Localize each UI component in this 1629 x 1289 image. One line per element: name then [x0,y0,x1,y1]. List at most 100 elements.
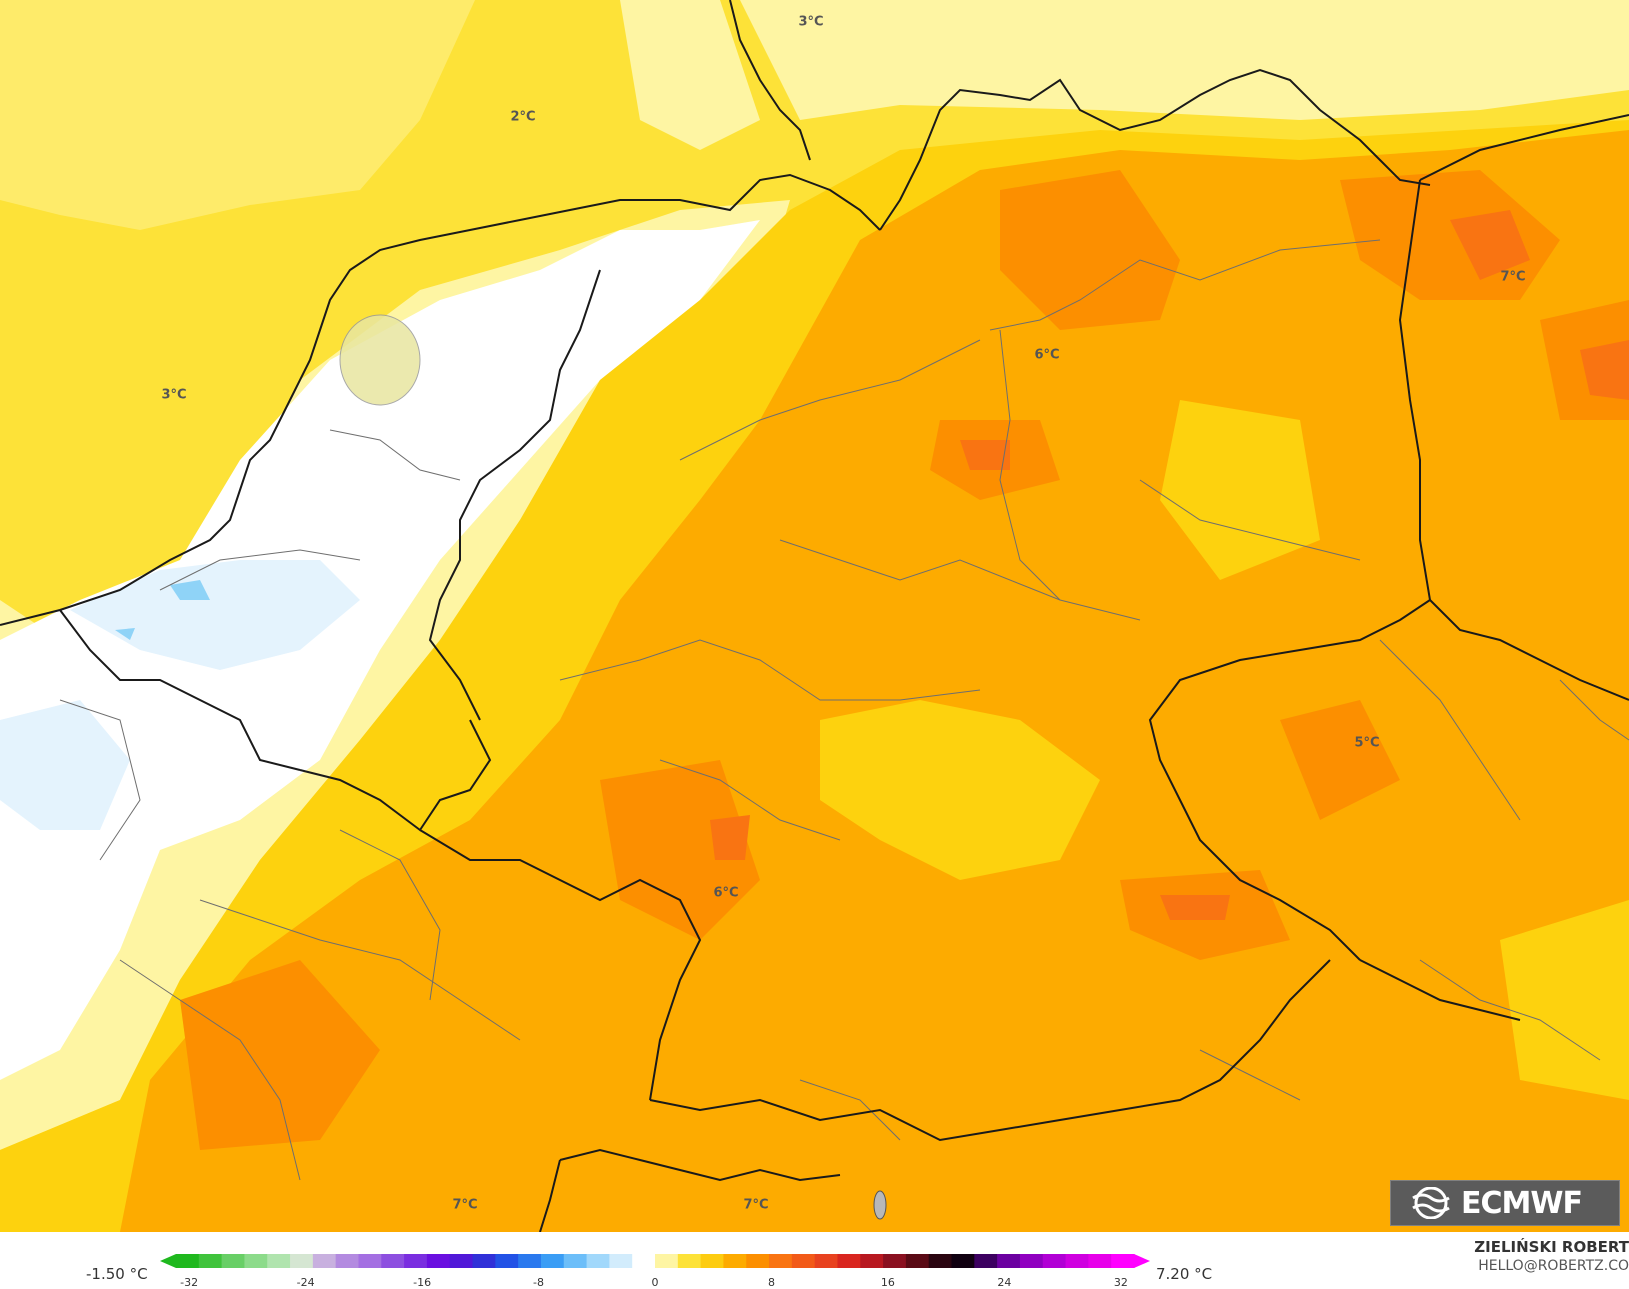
legend-tick-label: 8 [768,1276,775,1289]
colorbar-cell [1111,1254,1135,1268]
region-boundaries [59,239,1629,1181]
colorbar-cell [632,1254,656,1268]
dark-orange-southwest [600,760,760,940]
border-netherlands-germany [428,269,601,721]
legend-tick-label: 32 [1113,1276,1128,1289]
colorbar-cell [951,1254,975,1268]
pale-zone-baltic [740,0,1629,120]
colorbar-cell [563,1254,588,1268]
colorbar-cell [426,1254,451,1268]
border-germany-poland [1398,179,1431,601]
orange-zone-main [120,130,1629,1232]
iso-label-7c-south: 7°C [743,1197,769,1213]
author-email: HELLO@ROBERTZ.CO [1478,1258,1629,1274]
dark-orange-north [1000,170,1180,330]
colorbar-cell [244,1254,268,1268]
ecmwf-logo: ECMWF [1390,1180,1620,1226]
pale-blue-zone-2 [0,700,130,830]
coast-baltic-east [1419,114,1629,181]
colorbar-cell [540,1254,565,1268]
region-line-11 [339,829,441,1001]
colorbar-cell [312,1254,337,1268]
region-line-14 [1379,639,1521,821]
colorbar-cell [176,1254,200,1268]
colorbar-cell [221,1254,246,1268]
colorbar-cell [883,1254,907,1268]
pale-zone-top-left [0,0,475,230]
colorbar-cell [974,1254,998,1268]
border-germany-czech [1148,599,1431,961]
colorbar-left-arrow [160,1254,176,1268]
colorbar-cell [928,1254,953,1268]
region-line-7 [779,539,1141,621]
national-borders [0,0,1629,1232]
white-zone [0,220,760,1080]
colorbar-cell [358,1254,382,1268]
border-france-germany [419,829,702,1101]
region-line-9 [659,759,841,841]
colorbar-cell [472,1254,496,1268]
border-switzerland [559,1148,841,1182]
region-line-17 [799,1079,901,1141]
region-line-1 [329,429,461,481]
colorbar-cell [677,1254,702,1268]
deep-orange-spot-northeast [1450,210,1530,280]
iso-label-6c-north: 6°C [1034,347,1060,363]
colorbar-cell [814,1254,839,1268]
border-luxembourg [299,719,492,832]
temperature-map[interactable] [0,0,1629,1232]
legend-tick-label: 24 [997,1276,1012,1289]
colorbar-cell [404,1254,428,1268]
ecmwf-wordmark: ECMWF [1461,1185,1583,1221]
legend-tick-label: 0 [651,1276,659,1289]
dark-orange-far-southwest [180,960,380,1150]
lake-ijsselmeer [339,314,421,406]
iso-label-7c-northeast: 7°C [1500,269,1526,285]
colorbar-cell [1065,1254,1089,1268]
region-line-15 [1419,959,1601,1061]
border-austria-south [1359,959,1521,1021]
colorbar-cell [1088,1254,1112,1268]
colorbar-cell [791,1254,816,1268]
iso-label-3c-north: 3°C [798,14,824,30]
colorbar-cell [586,1254,610,1268]
colorbar-right-arrow [1134,1254,1150,1268]
region-line-3 [59,699,141,861]
border-france-switzerland [539,1159,561,1232]
region-line-8 [559,639,981,701]
colorbar-cell [655,1254,679,1268]
colorbar-cell [905,1254,930,1268]
max-temp-label: 7.20 °C [1156,1265,1213,1283]
coast-netherlands [0,173,881,626]
colorbar-cell [1042,1254,1067,1268]
region-line-16 [1559,679,1629,741]
legend-tick-label: -8 [533,1276,544,1289]
colorbar-cell [609,1254,633,1268]
colorbar-cell [837,1254,861,1268]
pale-zone-west-belt [0,200,790,1150]
pale-zone-north [620,0,760,150]
region-line-13 [1139,479,1361,561]
colorbar-cell [381,1254,405,1268]
dark-orange-southeast [1280,700,1400,820]
pale-blue-zone-1 [70,560,360,670]
border-belgium-south [59,609,301,771]
iso-label-3c-west: 3°C [161,387,187,403]
colorbar-cell [746,1254,770,1268]
blue-spot-1 [170,580,210,600]
colorbar-cell [290,1254,314,1268]
deep-orange-spot-southwest [710,815,750,860]
colorbar-cell [518,1254,542,1268]
colorbar-cell [1019,1254,1044,1268]
deep-orange-spot-centre [960,440,1010,470]
region-line-2 [159,549,361,591]
iso-label-2c: 2°C [510,109,536,125]
region-line-10 [199,899,521,1041]
author-name: ZIELIŃSKI ROBERT [1474,1238,1629,1256]
colorbar-cell [495,1254,519,1268]
border-germany-austria [649,959,1331,1142]
colorbar-cell [769,1254,793,1268]
coast-denmark [729,0,811,161]
iso-label-6c-south: 6°C [713,885,739,901]
region-line-18 [1199,1049,1301,1101]
